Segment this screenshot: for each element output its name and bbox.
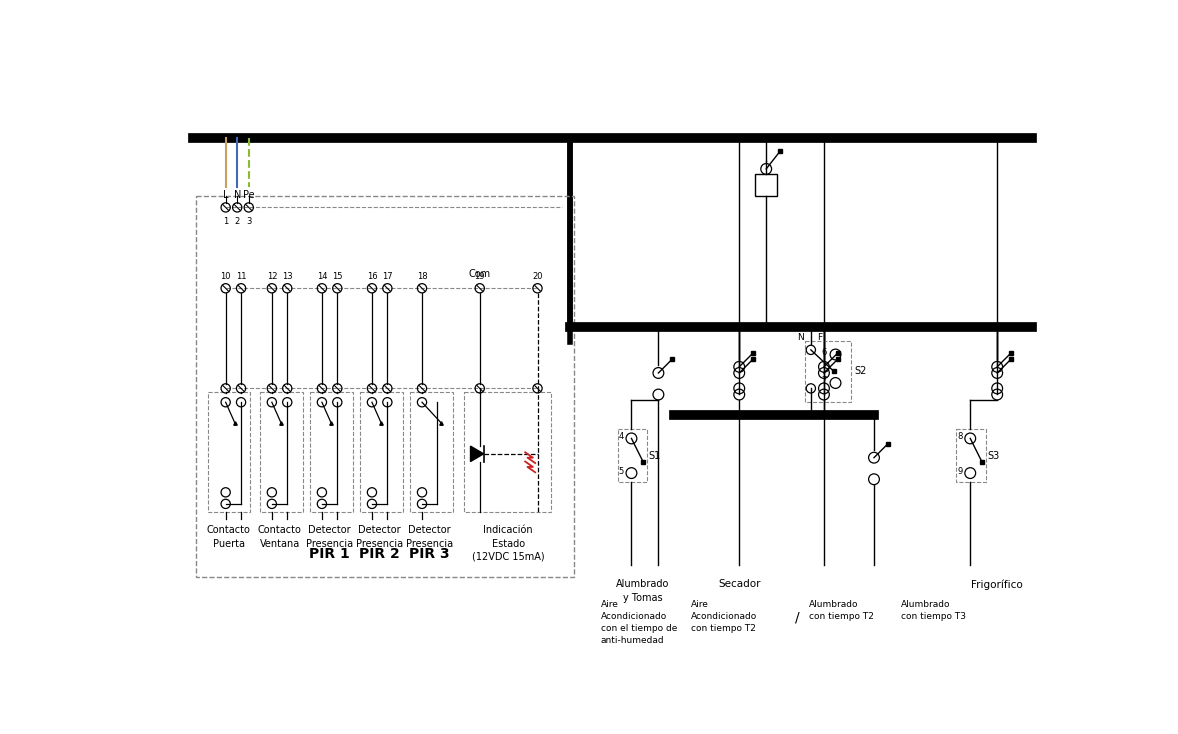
Text: 2: 2 — [234, 217, 240, 227]
Bar — [617, 429, 647, 482]
Polygon shape — [470, 446, 484, 462]
Text: S1: S1 — [648, 451, 661, 461]
Text: 18: 18 — [417, 272, 428, 280]
Text: 19: 19 — [475, 272, 485, 280]
Text: Indicación
Estado
(12VDC 15mA): Indicación Estado (12VDC 15mA) — [472, 526, 544, 562]
Text: Aire
Acondicionado
con el tiempo de
anti-humedad: Aire Acondicionado con el tiempo de anti… — [601, 600, 677, 644]
Text: PIR 1: PIR 1 — [310, 547, 350, 561]
Text: 12: 12 — [266, 272, 277, 280]
Bar — [464, 392, 550, 512]
Text: Aire
Acondicionado
con tiempo T2: Aire Acondicionado con tiempo T2 — [690, 600, 757, 633]
Text: 6: 6 — [821, 348, 826, 357]
Text: 20: 20 — [532, 272, 543, 280]
Text: 9: 9 — [958, 467, 962, 476]
Text: S2: S2 — [855, 366, 867, 377]
Bar — [755, 174, 777, 196]
Text: Detector
Presencia: Detector Presencia — [306, 526, 353, 548]
Text: N: N — [233, 189, 240, 200]
Bar — [260, 392, 303, 512]
Text: 16: 16 — [366, 272, 377, 280]
Text: Alumbrado
y Tomas: Alumbrado y Tomas — [616, 579, 669, 603]
Text: 17: 17 — [382, 272, 392, 280]
Bar — [805, 341, 851, 402]
Text: /: / — [795, 611, 800, 625]
Bar — [197, 196, 574, 577]
Text: Alumbrado
con tiempo T2: Alumbrado con tiempo T2 — [808, 600, 873, 621]
Text: N: N — [798, 333, 805, 342]
Text: Contacto
Puerta: Contacto Puerta — [207, 526, 251, 548]
Bar — [360, 392, 403, 512]
Bar — [209, 392, 250, 512]
Text: 15: 15 — [332, 272, 343, 280]
Text: Frigorífico: Frigorífico — [972, 579, 1023, 590]
Text: Alumbrado
con tiempo T3: Alumbrado con tiempo T3 — [901, 600, 966, 621]
Text: PIR 3: PIR 3 — [410, 547, 450, 561]
Text: 14: 14 — [317, 272, 327, 280]
Text: Detector
Presencia: Detector Presencia — [356, 526, 403, 548]
Text: 7: 7 — [821, 377, 826, 385]
Text: PIR 2: PIR 2 — [359, 547, 401, 561]
Bar — [410, 392, 452, 512]
Text: 13: 13 — [282, 272, 292, 280]
Text: Secador: Secador — [719, 579, 761, 589]
Text: Detector
Presencia: Detector Presencia — [406, 526, 454, 548]
Text: 1: 1 — [223, 217, 229, 227]
Text: 4: 4 — [618, 432, 623, 441]
Text: 11: 11 — [236, 272, 246, 280]
Bar — [310, 392, 352, 512]
Text: F: F — [818, 333, 822, 342]
Text: Pe: Pe — [243, 189, 254, 200]
Text: 5: 5 — [618, 467, 623, 476]
Text: 10: 10 — [220, 272, 231, 280]
Text: 8: 8 — [958, 432, 962, 441]
Text: Com: Com — [469, 269, 491, 279]
Text: L: L — [223, 189, 229, 200]
Text: S3: S3 — [987, 451, 999, 461]
Text: 3: 3 — [246, 217, 251, 227]
Text: Contacto
Ventana: Contacto Ventana — [258, 526, 302, 548]
Bar — [957, 429, 986, 482]
